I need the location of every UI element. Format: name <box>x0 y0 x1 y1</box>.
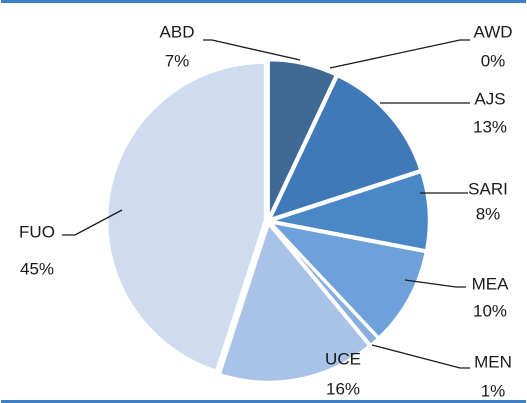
pie-slice <box>269 222 380 347</box>
leader-line <box>371 344 470 369</box>
slice-name: AJS <box>474 89 505 108</box>
frame-top <box>1 0 526 3</box>
slice-percent: 45% <box>20 259 54 278</box>
slice-percent: 16% <box>326 379 360 398</box>
leader-line <box>404 279 466 288</box>
slice-name: ABD <box>160 22 195 41</box>
pie-slice <box>105 61 267 373</box>
slice-name: MEN <box>474 352 512 371</box>
slice-name: MEA <box>472 274 510 293</box>
pie-slice <box>270 170 431 252</box>
leader-line <box>203 39 301 61</box>
slice-percent: 13% <box>473 117 507 136</box>
slice-name: FUO <box>19 222 55 241</box>
pie-slice <box>218 221 372 384</box>
slice-name: AWD <box>473 22 512 41</box>
slice-name: UCE <box>325 349 361 368</box>
pie-slice <box>267 220 428 340</box>
leader-line <box>62 209 123 236</box>
slice-percent: 8% <box>476 204 501 223</box>
slice-percent: 7% <box>165 51 190 70</box>
frame-bottom <box>1 400 526 403</box>
pie-slice <box>267 74 423 222</box>
slice-percent: 1% <box>481 381 506 400</box>
slice-percent: 10% <box>473 301 507 320</box>
slice-percent: 0% <box>481 51 506 70</box>
leader-line <box>329 39 470 69</box>
slice-name: SARI <box>468 179 508 198</box>
